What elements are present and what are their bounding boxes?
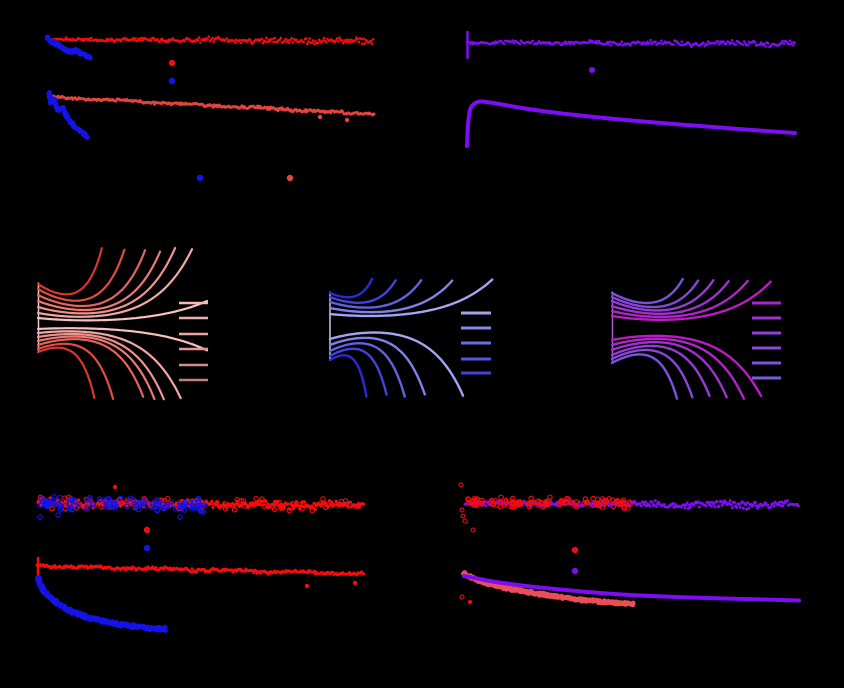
panel-phase-fan-purple <box>610 277 781 400</box>
panel-bottom-left-loss <box>35 484 366 633</box>
panel-top-left-timeseries <box>44 34 376 182</box>
panel-phase-fan-red <box>36 246 209 401</box>
panel-bottom-right-loss <box>458 482 801 608</box>
panel-phase-fan-blue <box>328 277 494 398</box>
panel-top-right-timeseries <box>465 30 797 148</box>
